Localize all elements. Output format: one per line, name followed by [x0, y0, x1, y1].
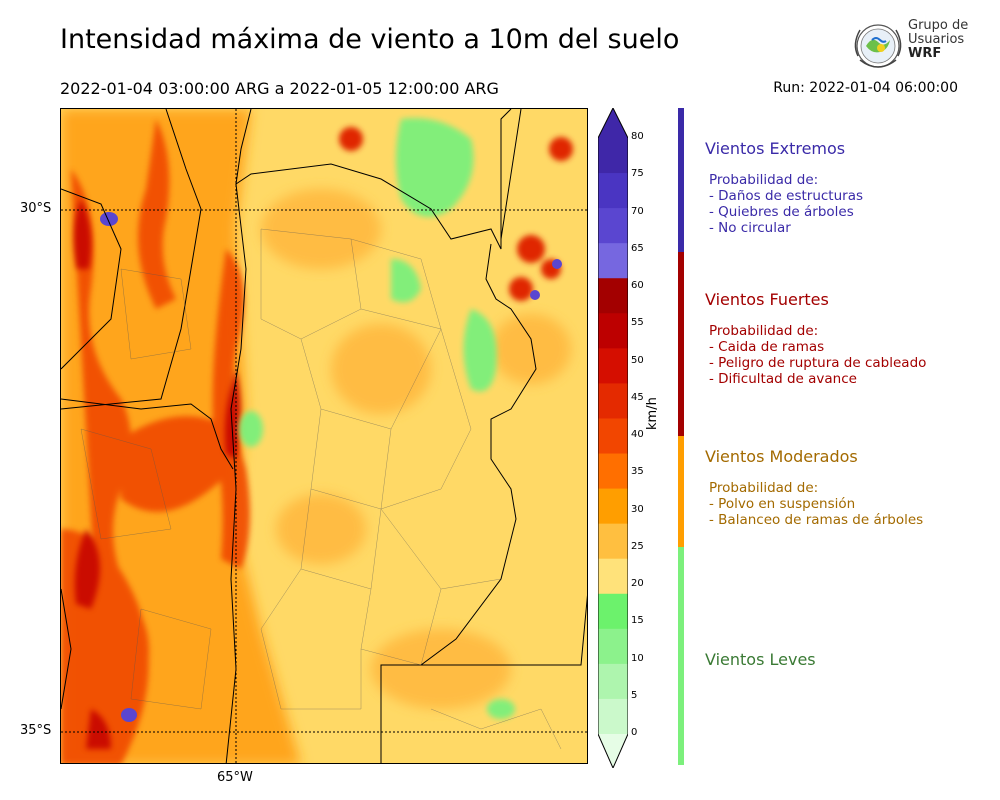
colorbar-segment	[598, 663, 628, 700]
category-bar-light	[678, 547, 684, 765]
colorbar-tick-label: 15	[631, 615, 644, 627]
wind-field-svg	[61, 109, 587, 763]
colorbar-segment	[598, 173, 628, 209]
desc-line: - Balanceo de ramas de árboles	[709, 512, 924, 528]
province-boundaries	[61, 109, 587, 763]
colorbar-segment	[598, 453, 628, 490]
colorbar-tick-label: 60	[631, 280, 644, 291]
logo-text: Grupo de Usuarios WRF	[908, 19, 968, 61]
colorbar-segment	[598, 418, 628, 455]
date-range: 2022-01-04 03:00:00 ARG a 2022-01-05 12:…	[60, 79, 499, 98]
desc-line: - No circular	[709, 220, 791, 236]
desc-line: - Dificultad de avance	[709, 371, 857, 387]
extreme-cell	[530, 290, 540, 300]
colorbar-tick-label: 0	[631, 727, 638, 738]
lat-label-35s: 35°S	[20, 723, 52, 738]
colorbar-segment	[598, 348, 628, 384]
desc-line: - Peligro de ruptura de cableado	[709, 355, 927, 371]
category-bar-extreme	[678, 108, 684, 252]
colorbar-segment	[598, 278, 628, 314]
category-title-moderate: Vientos Moderados	[705, 447, 858, 466]
category-title-extreme: Vientos Extremos	[705, 139, 846, 158]
desc-line: - Caida de ramas	[709, 339, 825, 355]
colorbar-tick-label: 25	[631, 540, 644, 552]
category-desc-extreme: Probabilidad de: - Daños de estructuras …	[709, 172, 863, 236]
lon-label-65w: 65°W	[217, 770, 253, 785]
desc-line: Probabilidad de:	[709, 172, 819, 188]
colorbar-extend-min	[598, 734, 628, 768]
colorbar-segment	[598, 558, 628, 595]
colorbar-segment	[598, 523, 628, 560]
category-desc-strong: Probabilidad de: - Caida de ramas - Peli…	[709, 323, 926, 387]
colorbar-tick-label: 55	[631, 317, 644, 329]
desc-line: - Polvo en suspensión	[709, 496, 856, 512]
desc-line: - Quiebres de árboles	[709, 204, 854, 220]
desc-line: - Daños de estructuras	[709, 188, 864, 204]
category-desc-moderate: Probabilidad de: - Polvo en suspensión -…	[709, 480, 923, 528]
colorbar-segment	[598, 383, 628, 419]
colorbar	[598, 108, 628, 768]
colorbar-segment	[598, 488, 628, 525]
logo-line-2: Usuarios	[908, 32, 965, 47]
lat-label-30s: 30°S	[20, 201, 52, 216]
colorbar-tick-label: 80	[631, 131, 644, 142]
colorbar-tick-label: 35	[631, 466, 644, 478]
map-title: Intensidad máxima de viento a 10m del su…	[60, 24, 680, 55]
desc-line: Probabilidad de:	[709, 323, 819, 339]
colorbar-segment	[598, 628, 628, 665]
colorbar-tick-label: 40	[631, 429, 644, 440]
category-bar-moderate	[678, 436, 684, 547]
colorbar-tick-label: 65	[631, 242, 644, 254]
category-title-strong: Vientos Fuertes	[705, 290, 829, 309]
colorbar-segment	[598, 138, 628, 174]
colorbar-tick-label: 30	[631, 503, 644, 515]
colorbar-tick-label: 45	[631, 391, 644, 403]
colorbar-tick-label: 20	[631, 578, 644, 589]
colorbar-segment	[598, 698, 628, 735]
colorbar-tick-label: 5	[631, 689, 638, 701]
colorbar-extend-max	[598, 108, 628, 138]
colorbar-tick-label: 10	[631, 652, 644, 664]
colorbar-units: km/h	[645, 397, 660, 430]
wind-map	[60, 108, 588, 764]
desc-line: Probabilidad de:	[709, 480, 819, 496]
colorbar-tick-label: 75	[631, 168, 644, 180]
logo-line-1: Grupo de	[908, 18, 969, 33]
colorbar-tick-label: 70	[631, 205, 644, 217]
extreme-cell	[552, 259, 562, 269]
colorbar-segment	[598, 208, 628, 244]
extreme-cell	[121, 708, 137, 722]
colorbar-segment	[598, 593, 628, 630]
colorbar-segment	[598, 243, 628, 279]
run-timestamp: Run: 2022-01-04 06:00:00	[773, 80, 958, 96]
category-bar-strong	[678, 252, 684, 436]
grupo-wrf-logo-icon	[854, 24, 902, 68]
category-title-light: Vientos Leves	[705, 650, 816, 669]
logo-line-3: WRF	[908, 46, 942, 61]
graticule	[61, 109, 587, 763]
extreme-cell	[100, 212, 118, 226]
colorbar-tick-label: 50	[631, 354, 644, 366]
colorbar-segment	[598, 313, 628, 349]
